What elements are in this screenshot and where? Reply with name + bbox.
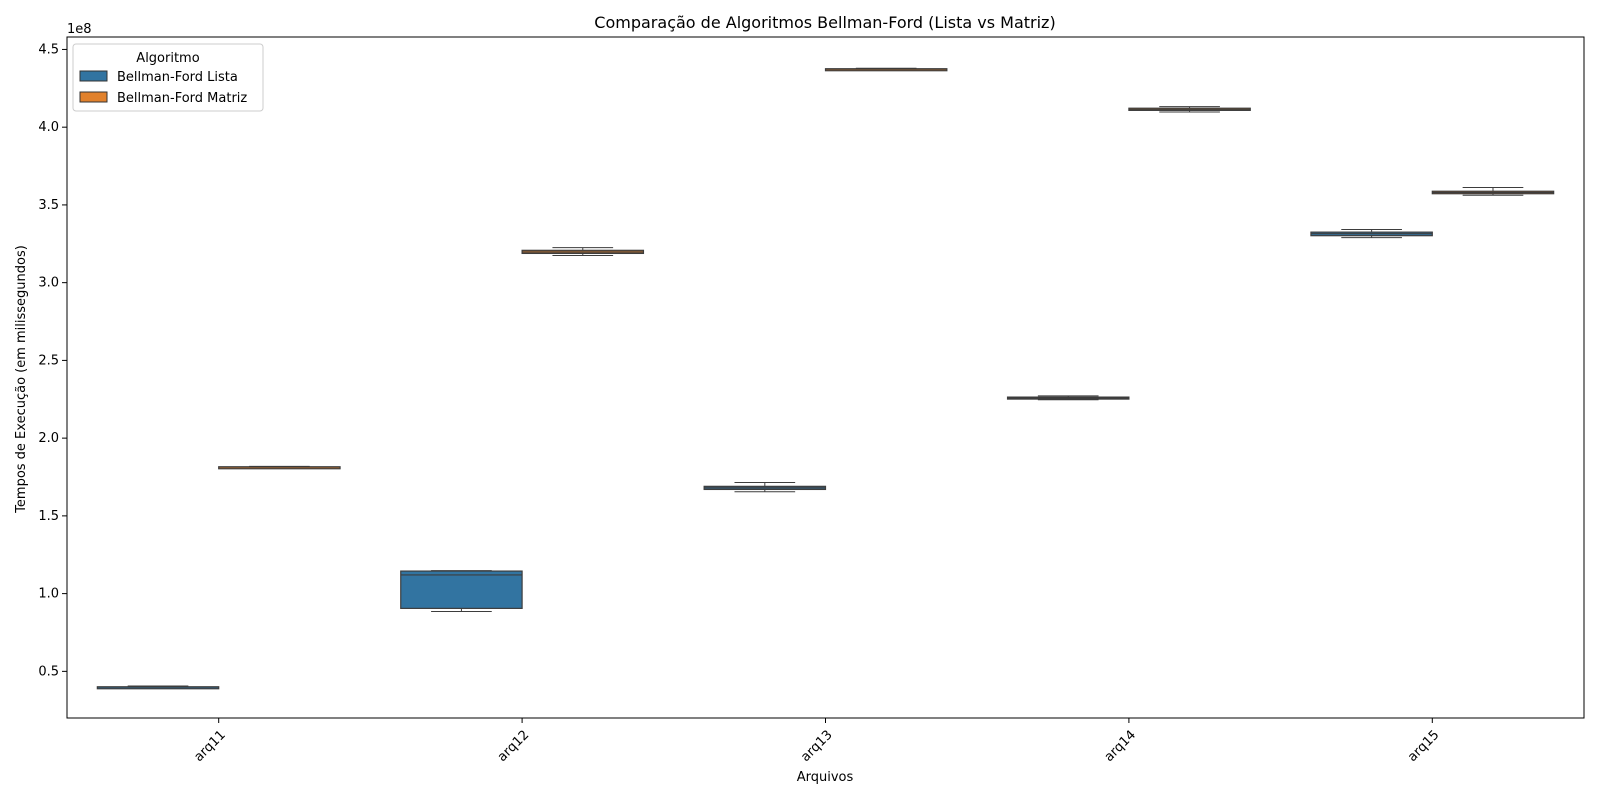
box-plot-marks [96,67,1555,690]
y-tick-label-4: 2.5 [38,353,59,368]
y-axis-label: Tempos de Execução (em milissegundos) [14,245,29,514]
y-tick-label-5: 3.0 [38,276,59,291]
x-axis-ticks: arq11 arq12 arq13 arq14 arq15 [191,718,1442,765]
chart-title: Comparação de Algoritmos Bellman-Ford (L… [594,13,1055,32]
box-0-arq11 [96,685,220,690]
box-iqr [400,570,523,609]
legend-label-lista: Bellman-Ford Lista [117,70,238,85]
y-tick-label-3: 2.0 [38,431,59,446]
box-1-arq13 [824,67,948,72]
plot-area-frame [66,36,1585,719]
box-0-arq14 [1006,395,1130,401]
x-tick-label-arq12: arq12 [495,728,532,765]
x-tick-label-arq15: arq15 [1405,728,1442,765]
box-1-arq14 [1128,106,1251,113]
box-1-arq12 [521,247,645,256]
legend-label-matriz: Bellman-Ford Matriz [117,91,247,106]
y-scale-factor-label: 1e8 [67,22,92,37]
box-1-arq15 [1431,187,1555,196]
y-tick-label-6: 3.5 [38,198,59,213]
legend: Algoritmo Bellman-Ford Lista Bellman-For… [72,43,264,112]
legend-swatch-matriz [79,91,108,103]
box-0-arq15 [1310,228,1433,239]
box-1-arq11 [218,465,341,470]
y-tick-label-1: 1.0 [38,587,59,602]
box-0-arq12 [400,570,523,612]
y-tick-label-8: 4.5 [38,42,59,57]
y-tick-label-0: 0.5 [38,664,59,679]
x-tick-label-arq11: arq11 [191,728,228,765]
y-tick-label-7: 4.0 [38,120,59,135]
legend-frame [72,43,264,112]
legend-title: Algoritmo [136,51,199,66]
y-tick-label-2: 1.5 [38,509,59,524]
x-tick-label-arq13: arq13 [798,728,835,765]
x-tick-label-arq14: arq14 [1102,728,1139,765]
legend-swatch-lista [79,70,108,82]
box-0-arq13 [703,481,827,493]
x-axis-label: Arquivos [797,770,854,785]
y-axis-ticks: 0.5 1.0 1.5 2.0 2.5 3.0 3.5 4.0 4.5 [38,42,67,679]
